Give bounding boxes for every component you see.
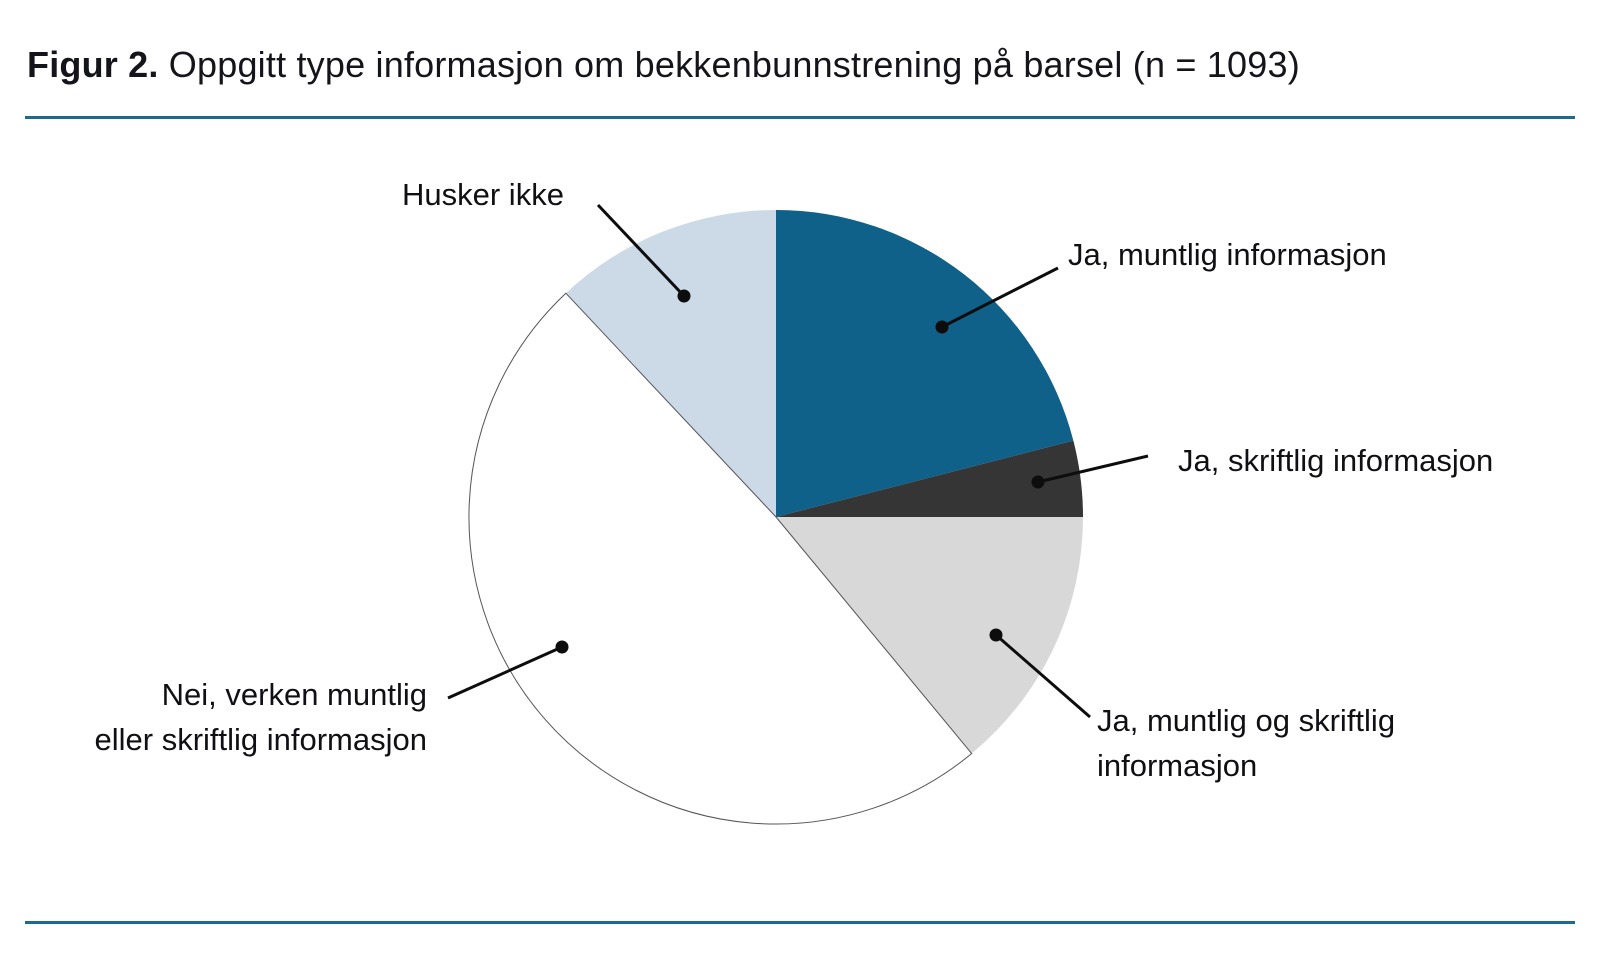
leader-dot-3	[555, 640, 569, 654]
leader-line-0	[941, 266, 1059, 329]
leader-line-1	[1037, 454, 1149, 484]
slice-label-ja-muntlig-og-skriftlig: Ja, muntlig og skriftlig informasjon	[1097, 703, 1396, 783]
bottom-divider-rule	[25, 921, 1575, 924]
slice-label-ja-skriftlig: Ja, skriftlig informasjon	[1178, 443, 1494, 478]
leader-line-2	[995, 633, 1091, 719]
top-divider-rule	[25, 116, 1575, 119]
pie-slice-3	[468, 292, 973, 825]
pie-slice-4	[565, 210, 776, 517]
slice-label-nei-verken: Nei, verken muntlig eller skriftlig info…	[94, 677, 428, 757]
figure-title: Figur 2. Oppgitt type informasjon om bek…	[27, 44, 1300, 86]
leader-dot-4	[677, 289, 691, 303]
figure-number: Figur 2.	[27, 44, 159, 85]
pie-slice-2	[776, 517, 1084, 754]
leader-line-4	[596, 203, 686, 298]
pie-slice-1	[776, 440, 1083, 517]
leader-line-3	[447, 645, 563, 700]
figure-caption: Oppgitt type informasjon om bekkenbunnst…	[158, 44, 1300, 85]
slice-label-husker-ikke: Husker ikke	[402, 177, 564, 212]
leader-dot-1	[1031, 475, 1045, 489]
leader-dot-0	[935, 320, 949, 334]
pie-slice-0	[776, 210, 1074, 517]
leader-dot-2	[989, 628, 1003, 642]
slice-label-ja-muntlig: Ja, muntlig informasjon	[1068, 237, 1387, 272]
